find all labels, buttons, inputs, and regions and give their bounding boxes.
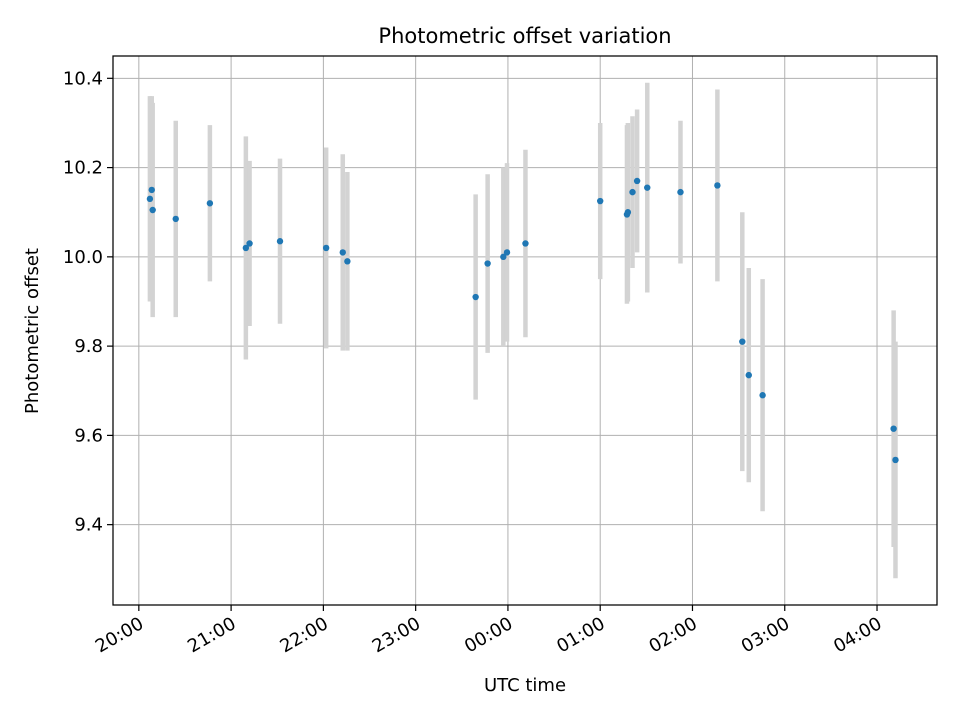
data-point [644, 184, 651, 191]
plot-frame [112, 55, 938, 606]
data-point [484, 260, 491, 267]
data-point [149, 206, 156, 214]
data-points [146, 177, 899, 464]
data-point [500, 253, 507, 261]
data-point [714, 182, 721, 189]
data-point [597, 197, 604, 205]
data-point [206, 200, 214, 207]
x-axis-label: UTC time [484, 675, 566, 696]
data-point [172, 215, 179, 223]
chart-title: Photometric offset variation [378, 24, 671, 48]
data-point [759, 392, 766, 399]
y-tick-label: 10.2 [63, 158, 103, 179]
y-axis-label: Photometric offset [22, 248, 43, 414]
y-tick-label: 9.8 [74, 336, 103, 357]
data-point [677, 188, 684, 196]
y-tick-label: 10.4 [63, 68, 103, 89]
y-axis: 9.4 9.6 9.8 10.0 10.2 10.4 [63, 68, 113, 536]
data-point [339, 249, 346, 256]
data-point [472, 293, 479, 301]
y-tick-label: 9.4 [74, 515, 103, 536]
data-point [146, 195, 154, 203]
data-point [633, 177, 641, 185]
data-point [322, 244, 330, 252]
data-point [276, 238, 284, 245]
data-point [745, 371, 752, 379]
data-point [148, 186, 155, 194]
y-tick-label: 10.0 [63, 247, 103, 268]
data-point [344, 258, 351, 265]
data-point [624, 209, 632, 216]
data-point [629, 188, 636, 196]
y-tick-label: 9.6 [74, 425, 103, 446]
data-point [890, 425, 897, 432]
data-point [242, 244, 250, 252]
data-point [522, 240, 529, 247]
data-point [739, 338, 746, 345]
data-point [503, 249, 511, 256]
data-point [892, 456, 899, 464]
data-point [246, 240, 253, 247]
